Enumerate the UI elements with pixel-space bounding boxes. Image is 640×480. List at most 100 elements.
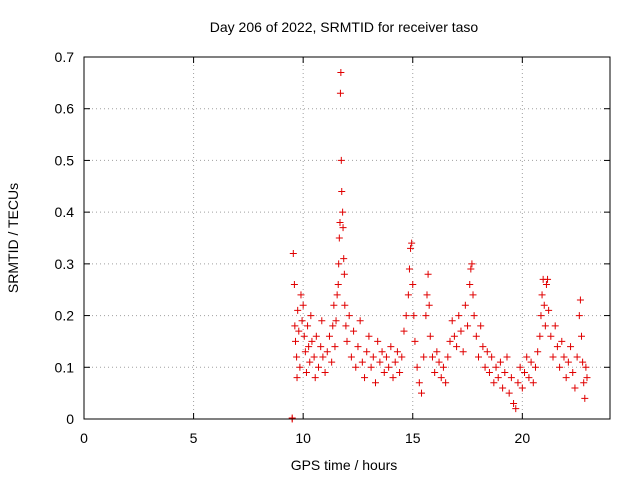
data-point — [583, 374, 591, 382]
data-points — [288, 69, 591, 423]
data-point — [298, 317, 306, 325]
data-point — [431, 368, 439, 376]
data-point — [291, 322, 299, 330]
data-point — [304, 322, 312, 330]
data-point — [571, 384, 579, 392]
data-point — [413, 363, 421, 371]
data-point — [477, 322, 485, 330]
data-point — [527, 358, 535, 366]
y-tick-label: 0.5 — [55, 152, 75, 168]
data-point — [331, 343, 339, 351]
plot-frame — [83, 56, 611, 420]
data-point — [387, 343, 395, 351]
grid-lines — [84, 57, 610, 419]
data-point — [569, 368, 577, 376]
data-point — [367, 363, 375, 371]
data-point — [545, 306, 553, 314]
data-point — [499, 384, 507, 392]
data-point — [537, 312, 545, 320]
data-point — [523, 353, 531, 361]
data-point — [567, 343, 575, 351]
data-point — [315, 363, 323, 371]
data-point — [389, 374, 397, 382]
data-point — [288, 414, 296, 422]
data-point — [407, 244, 415, 252]
data-point — [531, 363, 539, 371]
data-point — [334, 281, 342, 289]
data-point — [296, 363, 304, 371]
data-point — [404, 291, 412, 299]
data-point — [337, 69, 345, 77]
data-point — [518, 384, 526, 392]
data-point — [455, 312, 463, 320]
data-point — [425, 301, 433, 309]
data-point — [459, 348, 467, 356]
y-tick-label: 0 — [66, 411, 74, 427]
data-point — [352, 363, 360, 371]
data-point — [536, 332, 544, 340]
data-point — [578, 332, 586, 340]
y-tick-label: 0.2 — [55, 308, 75, 324]
data-point — [496, 358, 504, 366]
data-point — [339, 208, 347, 216]
x-tick-label: 15 — [405, 430, 421, 446]
data-point — [341, 301, 349, 309]
data-point — [514, 379, 522, 387]
data-point — [418, 389, 426, 397]
data-point — [411, 337, 419, 345]
data-point — [299, 301, 307, 309]
data-point — [562, 374, 570, 382]
data-point — [330, 301, 338, 309]
data-point — [468, 260, 476, 268]
data-point — [294, 306, 302, 314]
data-point — [365, 332, 373, 340]
y-tick-label: 0.3 — [55, 256, 75, 272]
data-point — [420, 353, 428, 361]
data-point — [439, 363, 447, 371]
data-point — [580, 379, 588, 387]
data-point — [442, 379, 450, 387]
data-point — [301, 348, 309, 356]
data-point — [378, 348, 386, 356]
data-point — [472, 332, 480, 340]
data-point — [308, 337, 316, 345]
data-point — [329, 322, 337, 330]
data-point — [317, 343, 325, 351]
data-point — [581, 394, 589, 402]
data-point — [295, 327, 303, 335]
data-point — [470, 312, 478, 320]
data-point — [409, 281, 417, 289]
data-point — [541, 322, 549, 330]
y-tick-label: 0.6 — [55, 101, 75, 117]
data-point — [448, 317, 456, 325]
data-point — [323, 348, 331, 356]
data-point — [358, 358, 366, 366]
data-point — [488, 353, 496, 361]
data-point — [374, 337, 382, 345]
y-tick-label: 0.1 — [55, 359, 75, 375]
data-point — [551, 322, 559, 330]
data-point — [525, 374, 533, 382]
data-point — [494, 374, 502, 382]
data-point — [492, 363, 500, 371]
data-point — [400, 327, 408, 335]
data-point — [391, 358, 399, 366]
data-point — [382, 353, 390, 361]
data-point — [385, 363, 393, 371]
data-point — [544, 275, 552, 283]
data-point — [415, 379, 423, 387]
data-point — [469, 291, 477, 299]
data-point — [306, 358, 314, 366]
data-point — [356, 317, 364, 325]
data-point — [342, 322, 350, 330]
data-point — [461, 301, 469, 309]
data-point — [396, 368, 404, 376]
data-point — [510, 399, 518, 407]
data-point — [558, 337, 566, 345]
data-point — [466, 281, 474, 289]
x-axis-label: GPS time / hours — [291, 457, 398, 473]
y-tick-label: 0.7 — [55, 49, 75, 65]
data-point — [297, 291, 305, 299]
data-point — [319, 353, 327, 361]
data-point — [339, 224, 347, 232]
